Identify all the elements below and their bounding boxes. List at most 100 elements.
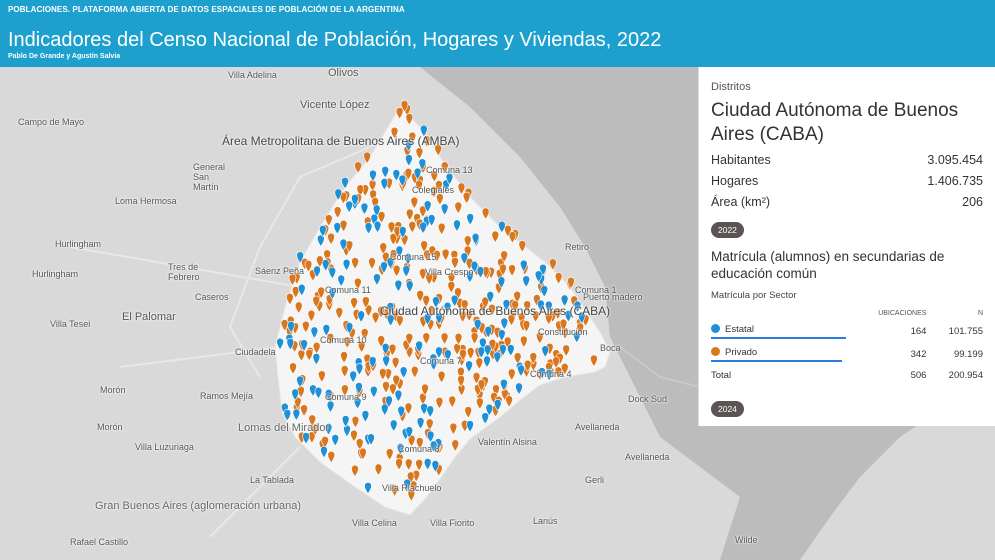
estatal-school-marker[interactable] [386, 256, 395, 270]
privado-school-marker[interactable] [536, 331, 544, 345]
estatal-school-marker[interactable] [465, 360, 473, 373]
estatal-school-marker[interactable] [367, 433, 375, 446]
privado-school-marker[interactable] [405, 208, 414, 221]
estatal-school-marker[interactable] [435, 346, 443, 359]
estatal-school-marker[interactable] [466, 213, 474, 226]
estatal-school-marker[interactable] [429, 440, 438, 453]
privado-school-marker[interactable] [379, 242, 388, 255]
privado-school-marker[interactable] [420, 240, 428, 253]
privado-school-marker[interactable] [554, 272, 563, 285]
estatal-school-marker[interactable] [515, 382, 523, 395]
privado-school-marker[interactable] [374, 463, 383, 476]
estatal-school-marker[interactable] [404, 252, 412, 266]
estatal-school-marker[interactable] [297, 283, 306, 297]
privado-school-marker[interactable] [421, 383, 429, 397]
privado-school-marker[interactable] [481, 296, 490, 310]
privado-school-marker[interactable] [562, 344, 570, 357]
privado-school-marker[interactable] [440, 332, 449, 345]
privado-school-marker[interactable] [339, 192, 348, 205]
estatal-school-marker[interactable] [453, 219, 461, 232]
estatal-school-marker[interactable] [577, 311, 586, 324]
privado-school-marker[interactable] [425, 418, 434, 431]
estatal-school-marker[interactable] [497, 329, 506, 342]
estatal-school-marker[interactable] [319, 225, 327, 238]
privado-school-marker[interactable] [549, 258, 557, 271]
privado-school-marker[interactable] [434, 143, 443, 157]
privado-school-marker[interactable] [343, 336, 352, 349]
privado-school-marker[interactable] [368, 257, 376, 270]
estatal-school-marker[interactable] [466, 270, 474, 284]
estatal-school-marker[interactable] [373, 220, 382, 234]
estatal-school-marker[interactable] [349, 370, 357, 383]
estatal-school-marker[interactable] [355, 382, 363, 395]
estatal-school-marker[interactable] [394, 279, 403, 293]
privado-school-marker[interactable] [408, 220, 417, 234]
estatal-school-marker[interactable] [544, 300, 553, 314]
estatal-school-marker[interactable] [322, 324, 331, 337]
estatal-school-marker[interactable] [466, 420, 474, 433]
privado-school-marker[interactable] [422, 332, 431, 345]
estatal-school-marker[interactable] [351, 194, 359, 207]
estatal-school-marker[interactable] [287, 320, 295, 334]
privado-school-marker[interactable] [360, 328, 369, 341]
privado-school-marker[interactable] [404, 458, 413, 471]
estatal-school-marker[interactable] [405, 280, 414, 293]
estatal-school-marker[interactable] [398, 226, 407, 239]
privado-school-marker[interactable] [308, 414, 316, 427]
privado-school-marker[interactable] [312, 295, 321, 308]
estatal-school-marker[interactable] [333, 222, 342, 235]
privado-school-marker[interactable] [457, 182, 466, 195]
privado-school-marker[interactable] [377, 305, 385, 319]
estatal-school-marker[interactable] [564, 310, 573, 323]
privado-school-marker[interactable] [351, 464, 359, 478]
privado-school-marker[interactable] [513, 290, 521, 304]
privado-school-marker[interactable] [294, 301, 303, 314]
estatal-school-marker[interactable] [381, 165, 390, 179]
estatal-school-marker[interactable] [398, 174, 407, 187]
estatal-school-marker[interactable] [493, 351, 502, 364]
estatal-school-marker[interactable] [443, 301, 452, 315]
school-markers[interactable] [276, 100, 598, 502]
estatal-school-marker[interactable] [435, 312, 443, 325]
privado-school-marker[interactable] [327, 450, 336, 464]
privado-school-marker[interactable] [441, 248, 450, 262]
estatal-school-marker[interactable] [382, 355, 390, 368]
privado-school-marker[interactable] [508, 231, 517, 244]
privado-school-marker[interactable] [293, 396, 302, 410]
privado-school-marker[interactable] [333, 206, 342, 219]
privado-school-marker[interactable] [457, 374, 465, 388]
privado-school-marker[interactable] [379, 368, 387, 381]
estatal-school-marker[interactable] [373, 273, 381, 286]
privado-school-marker[interactable] [385, 448, 394, 461]
privado-school-marker[interactable] [327, 232, 335, 246]
privado-school-marker[interactable] [464, 406, 473, 419]
privado-school-marker[interactable] [518, 240, 527, 253]
estatal-school-marker[interactable] [326, 400, 335, 413]
estatal-school-marker[interactable] [368, 356, 377, 369]
estatal-school-marker[interactable] [519, 259, 528, 273]
privado-school-marker[interactable] [304, 260, 313, 273]
year-badge[interactable]: 2024 [711, 401, 744, 417]
privado-school-marker[interactable] [340, 351, 348, 364]
estatal-school-marker[interactable] [537, 299, 545, 313]
estatal-school-marker[interactable] [429, 358, 438, 371]
privado-school-marker[interactable] [363, 151, 371, 164]
privado-school-marker[interactable] [567, 276, 575, 290]
estatal-school-marker[interactable] [420, 124, 428, 138]
estatal-school-marker[interactable] [419, 221, 427, 234]
estatal-school-marker[interactable] [345, 200, 353, 214]
estatal-school-marker[interactable] [415, 340, 423, 353]
privado-school-marker[interactable] [312, 341, 321, 355]
estatal-school-marker[interactable] [423, 458, 432, 471]
privado-school-marker[interactable] [437, 370, 446, 384]
privado-school-marker[interactable] [340, 365, 349, 378]
privado-school-marker[interactable] [430, 185, 438, 199]
estatal-school-marker[interactable] [380, 261, 388, 274]
privado-school-marker[interactable] [419, 205, 427, 218]
estatal-school-marker[interactable] [481, 412, 489, 425]
privado-school-marker[interactable] [415, 437, 424, 450]
estatal-school-marker[interactable] [560, 294, 569, 307]
privado-school-marker[interactable] [448, 395, 457, 408]
privado-school-marker[interactable] [466, 347, 475, 360]
estatal-school-marker[interactable] [341, 176, 349, 190]
